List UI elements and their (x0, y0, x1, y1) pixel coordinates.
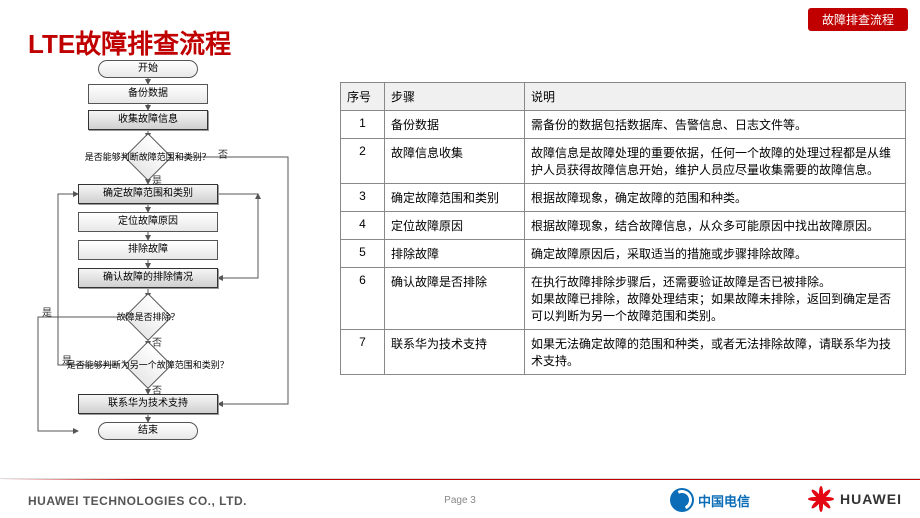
table-row: 3确定故障范围和类别根据故障现象，确定故障的范围和种类。 (341, 184, 906, 212)
label-d2-no: 否 (152, 334, 162, 349)
table-row: 1备份数据需备份的数据包括数据库、告警信息、日志文件等。 (341, 111, 906, 139)
label-d1-no: 否 (218, 146, 228, 161)
cell-num: 1 (341, 111, 385, 139)
col-desc: 说明 (525, 83, 906, 111)
cell-num: 4 (341, 212, 385, 240)
cell-desc: 根据故障现象，结合故障信息，从众多可能原因中找出故障原因。 (525, 212, 906, 240)
label-d1-yes: 是 (152, 172, 162, 187)
cell-step: 确认故障是否排除 (385, 268, 525, 330)
flowchart: 开始 备份数据 收集故障信息 是否能够判断故障范围和类别？ 确定故障范围和类别 … (18, 60, 328, 460)
footer-line (0, 479, 920, 480)
cell-desc: 在执行故障排除步骤后，还需要验证故障是否已被排除。如果故障已排除，故障处理结束；… (525, 268, 906, 330)
label-d3-no: 否 (152, 382, 162, 397)
footer-company: HUAWEI TECHNOLOGIES CO., LTD. (28, 494, 247, 508)
cell-desc: 如果无法确定故障的范围和种类，或者无法排除故障，请联系华为技术支持。 (525, 330, 906, 375)
node-d2: 故障是否排除？ (124, 293, 172, 341)
china-telecom-logo: 中国电信 (670, 488, 750, 512)
d2-text: 故障是否排除？ (117, 312, 180, 323)
cell-num: 3 (341, 184, 385, 212)
telecom-icon (670, 488, 694, 512)
cell-num: 6 (341, 268, 385, 330)
cell-num: 7 (341, 330, 385, 375)
node-locate: 定位故障原因 (78, 212, 218, 232)
steps-table: 序号 步骤 说明 1备份数据需备份的数据包括数据库、告警信息、日志文件等。2故障… (340, 82, 906, 375)
node-exclude: 排除故障 (78, 240, 218, 260)
table-row: 2故障信息收集故障信息是故障处理的重要依据，任何一个故障的处理过程都是从维护人员… (341, 139, 906, 184)
node-confirm: 确认故障的排除情况 (78, 268, 218, 288)
label-d3-yes: 是 (62, 352, 72, 367)
huawei-icon (808, 486, 834, 512)
node-contact: 联系华为技术支持 (78, 394, 218, 414)
col-num: 序号 (341, 83, 385, 111)
table-row: 4定位故障原因根据故障现象，结合故障信息，从众多可能原因中找出故障原因。 (341, 212, 906, 240)
cell-step: 排除故障 (385, 240, 525, 268)
huawei-logo: HUAWEI (808, 486, 902, 512)
cell-desc: 需备份的数据包括数据库、告警信息、日志文件等。 (525, 111, 906, 139)
cell-desc: 故障信息是故障处理的重要依据，任何一个故障的处理过程都是从维护人员获得故障信息开… (525, 139, 906, 184)
cell-desc: 确定故障原因后，采取适当的措施或步骤排除故障。 (525, 240, 906, 268)
node-d1: 是否能够判断故障范围和类别？ (124, 133, 172, 181)
footer-page: Page 3 (444, 495, 476, 506)
label-d2-yes: 是 (42, 304, 52, 319)
cell-desc: 根据故障现象，确定故障的范围和种类。 (525, 184, 906, 212)
table-row: 5排除故障确定故障原因后，采取适当的措施或步骤排除故障。 (341, 240, 906, 268)
telecom-text: 中国电信 (698, 491, 750, 510)
cell-step: 故障信息收集 (385, 139, 525, 184)
col-step: 步骤 (385, 83, 525, 111)
cell-num: 5 (341, 240, 385, 268)
node-end: 结束 (98, 422, 198, 440)
page-title: LTE故障排查流程 (28, 24, 231, 61)
d3-text: 是否能够判断为另一个故障范围和类别？ (67, 360, 229, 371)
section-badge: 故障排查流程 (808, 8, 908, 31)
node-start: 开始 (98, 60, 198, 78)
cell-num: 2 (341, 139, 385, 184)
node-collect: 收集故障信息 (88, 110, 208, 130)
table-row: 7联系华为技术支持如果无法确定故障的范围和种类，或者无法排除故障，请联系华为技术… (341, 330, 906, 375)
cell-step: 定位故障原因 (385, 212, 525, 240)
huawei-text: HUAWEI (840, 491, 902, 507)
node-backup: 备份数据 (88, 84, 208, 104)
cell-step: 联系华为技术支持 (385, 330, 525, 375)
node-d3: 是否能够判断为另一个故障范围和类别？ (124, 341, 172, 389)
node-scope: 确定故障范围和类别 (78, 184, 218, 204)
table-row: 6确认故障是否排除在执行故障排除步骤后，还需要验证故障是否已被排除。如果故障已排… (341, 268, 906, 330)
footer: HUAWEI TECHNOLOGIES CO., LTD. Page 3 中国电… (0, 478, 920, 518)
cell-step: 备份数据 (385, 111, 525, 139)
d1-text: 是否能够判断故障范围和类别？ (85, 152, 211, 163)
cell-step: 确定故障范围和类别 (385, 184, 525, 212)
